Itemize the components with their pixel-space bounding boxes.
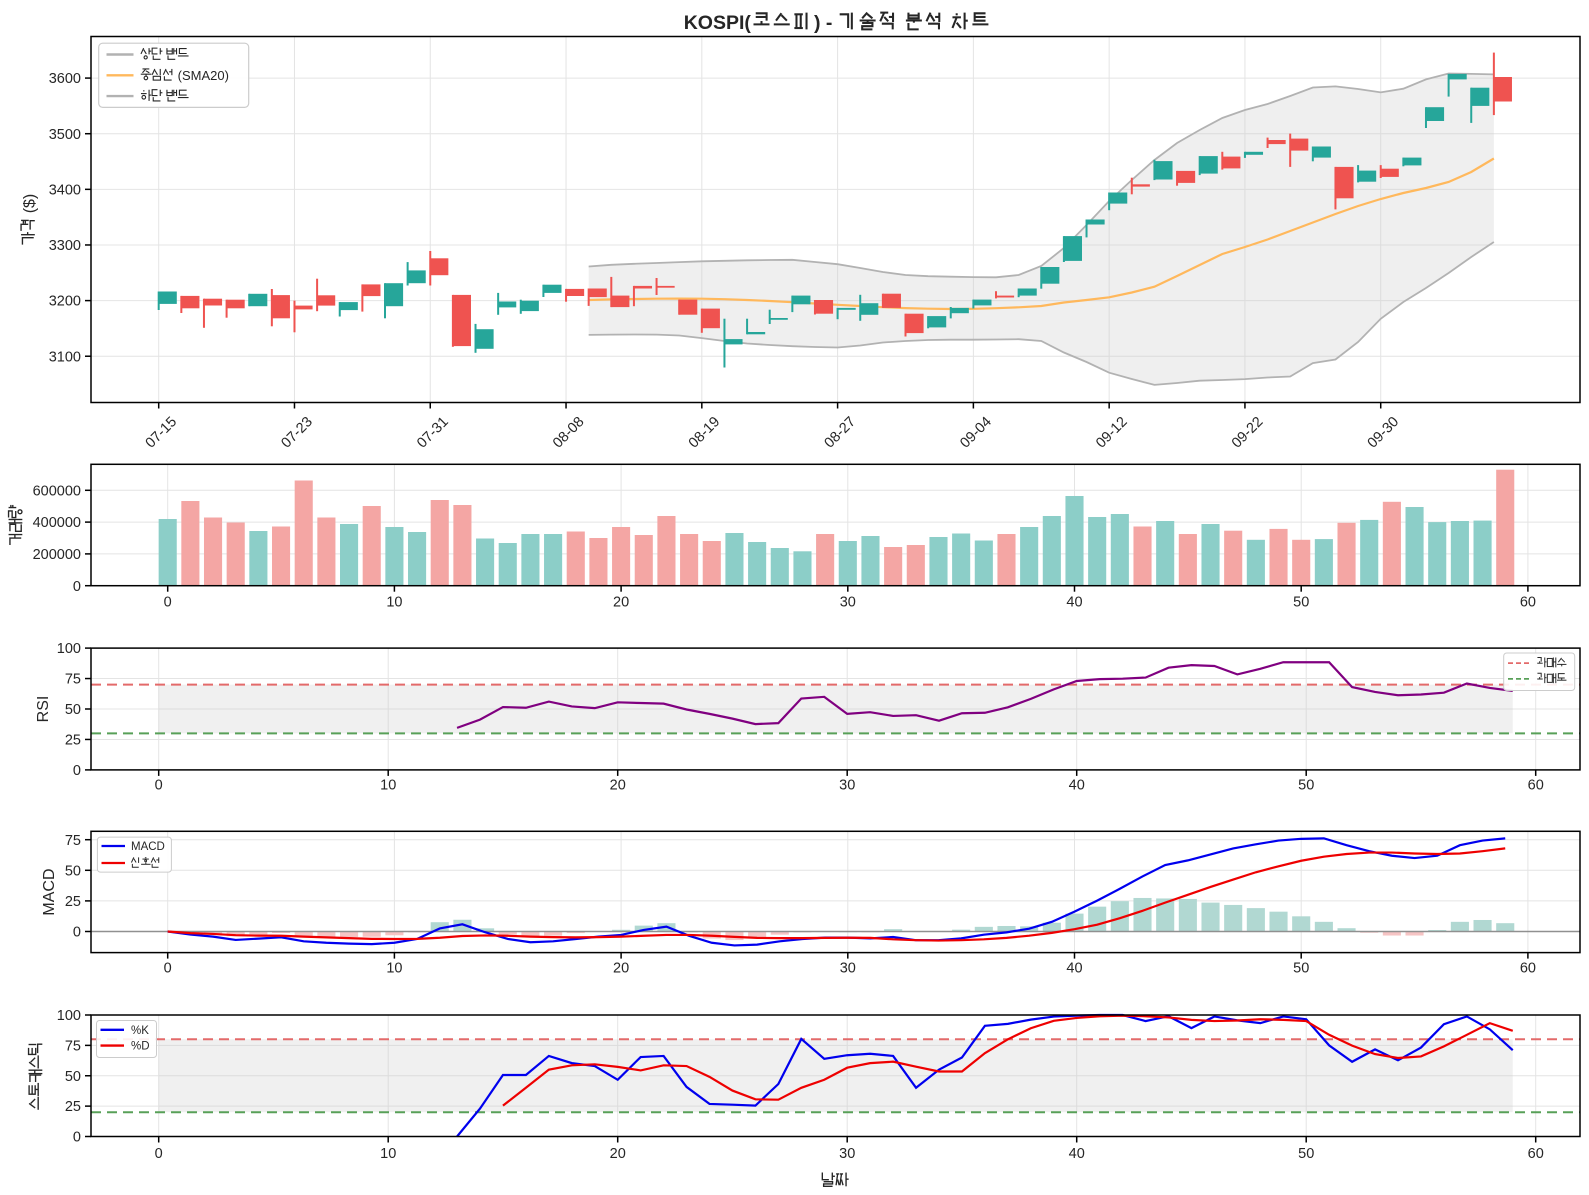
svg-text:600000: 600000 [33, 483, 81, 499]
svg-text:0: 0 [164, 595, 172, 611]
svg-text:10: 10 [380, 778, 396, 794]
svg-text:75: 75 [65, 833, 81, 849]
svg-text:10: 10 [380, 1146, 396, 1162]
svg-text:0: 0 [73, 925, 81, 941]
svg-text:50: 50 [65, 863, 81, 879]
svg-text:100: 100 [57, 641, 81, 657]
svg-text:30: 30 [839, 778, 855, 794]
svg-text:20: 20 [610, 1146, 626, 1162]
svg-text:3200: 3200 [49, 294, 81, 310]
svg-text:20: 20 [610, 778, 626, 794]
svg-text:100: 100 [57, 1008, 81, 1024]
svg-text:10: 10 [386, 961, 402, 977]
svg-text:0: 0 [164, 961, 172, 977]
svg-text:0: 0 [155, 1146, 163, 1162]
svg-text:50: 50 [65, 702, 81, 718]
svg-text:60: 60 [1528, 778, 1544, 794]
svg-text:60: 60 [1520, 961, 1536, 977]
svg-text:RSI: RSI [35, 696, 52, 723]
svg-text:($): ($) [22, 194, 39, 218]
svg-text:3300: 3300 [49, 238, 81, 254]
svg-text:25: 25 [65, 733, 81, 749]
svg-text:400000: 400000 [33, 515, 81, 531]
svg-text:50: 50 [65, 1069, 81, 1085]
svg-text:0: 0 [155, 778, 163, 794]
svg-text:40: 40 [1066, 961, 1082, 977]
svg-text:75: 75 [65, 1038, 81, 1054]
svg-text:20: 20 [613, 595, 629, 611]
svg-text:75: 75 [65, 672, 81, 688]
svg-text:200000: 200000 [33, 547, 81, 563]
svg-text:50: 50 [1293, 961, 1309, 977]
svg-text:%K: %K [131, 1025, 149, 1037]
svg-text:KOSPI(: KOSPI( [684, 12, 752, 34]
svg-text:0: 0 [73, 763, 81, 779]
svg-text:3100: 3100 [49, 349, 81, 365]
svg-text:3400: 3400 [49, 182, 81, 198]
svg-text:MACD: MACD [41, 868, 58, 915]
svg-text:%D: %D [131, 1041, 150, 1053]
svg-text:50: 50 [1293, 595, 1309, 611]
svg-text:3600: 3600 [49, 71, 81, 87]
svg-text:60: 60 [1528, 1146, 1544, 1162]
svg-text:30: 30 [840, 961, 856, 977]
svg-text:MACD: MACD [131, 841, 165, 853]
svg-text:30: 30 [840, 595, 856, 611]
svg-text:40: 40 [1066, 595, 1082, 611]
svg-text:25: 25 [65, 1099, 81, 1115]
svg-text:25: 25 [65, 894, 81, 910]
svg-text:3500: 3500 [49, 127, 81, 143]
svg-text:30: 30 [839, 1146, 855, 1162]
svg-text:0: 0 [73, 579, 81, 595]
svg-text:40: 40 [1069, 1146, 1085, 1162]
svg-text:) -: ) - [814, 12, 838, 34]
svg-text:0: 0 [73, 1130, 81, 1146]
svg-text:20: 20 [613, 961, 629, 977]
svg-text:60: 60 [1520, 595, 1536, 611]
svg-text:50: 50 [1298, 778, 1314, 794]
svg-text:40: 40 [1069, 778, 1085, 794]
svg-text:(SMA20): (SMA20) [174, 68, 229, 83]
svg-text:10: 10 [386, 595, 402, 611]
svg-text:50: 50 [1298, 1146, 1314, 1162]
